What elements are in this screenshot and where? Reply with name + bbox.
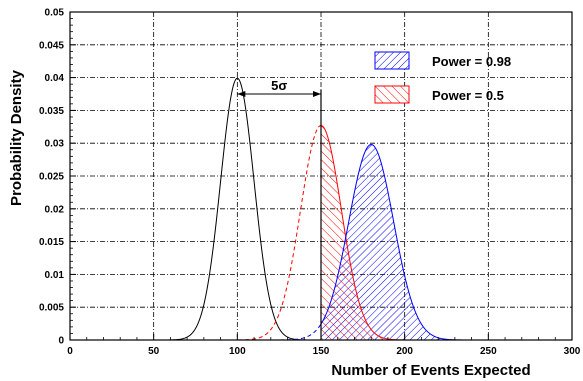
y-tick-label: 0.05	[45, 8, 65, 19]
y-tick-label: 0.015	[39, 237, 64, 248]
sigma-annotation: 5σ	[237, 78, 321, 97]
y-tick-label: 0.005	[39, 303, 64, 314]
y-axis-title: Probability Density	[8, 69, 25, 206]
x-tick-label: 150	[313, 346, 330, 357]
x-tick-label: 200	[396, 346, 413, 357]
series-curves	[70, 77, 572, 340]
legend-swatch-blue	[374, 51, 410, 70]
legend: Power = 0.98 Power = 0.5	[374, 51, 511, 104]
x-axis-title: Number of Events Expected	[331, 362, 530, 379]
y-tick-label: 0.035	[39, 106, 64, 117]
y-tick-label: 0.02	[45, 204, 65, 215]
y-tick-label: 0.03	[45, 139, 65, 150]
y-tick-label: 0.04	[45, 73, 65, 84]
y-tick-label: 0	[58, 336, 64, 347]
annotation-label: 5σ	[271, 78, 287, 93]
legend-entry-power-098: Power = 0.98	[374, 51, 511, 70]
series-fill-1	[321, 125, 572, 340]
series-fills	[321, 125, 572, 340]
x-tick-label: 300	[564, 346, 581, 357]
y-tick-label: 0.025	[39, 172, 64, 183]
x-tick-label: 250	[480, 346, 497, 357]
legend-label-power-098: Power = 0.98	[432, 54, 511, 69]
annotation-arrowhead-right	[313, 91, 321, 97]
y-tick-label: 0.045	[39, 40, 64, 51]
series-fill-2	[321, 144, 572, 340]
legend-entry-power-05: Power = 0.5	[374, 85, 504, 104]
x-tick-label: 0	[67, 346, 73, 357]
y-tick-label: 0.01	[45, 270, 65, 281]
y-axis-ticks: 0 0.005 0.01 0.015 0.02 0.025 0.03 0.035 0.04 0.0…	[39, 8, 76, 347]
x-tick-label: 50	[148, 346, 160, 357]
series-line-solid-1	[320, 125, 572, 340]
series-line-solid-2	[320, 144, 572, 340]
legend-label-power-05: Power = 0.5	[432, 88, 504, 103]
annotation-arrowhead-left	[237, 91, 246, 97]
x-tick-label: 100	[229, 346, 246, 357]
x-axis-ticks: 0 50 100 150 200 250 300	[67, 334, 581, 357]
legend-swatch-red	[374, 85, 410, 104]
